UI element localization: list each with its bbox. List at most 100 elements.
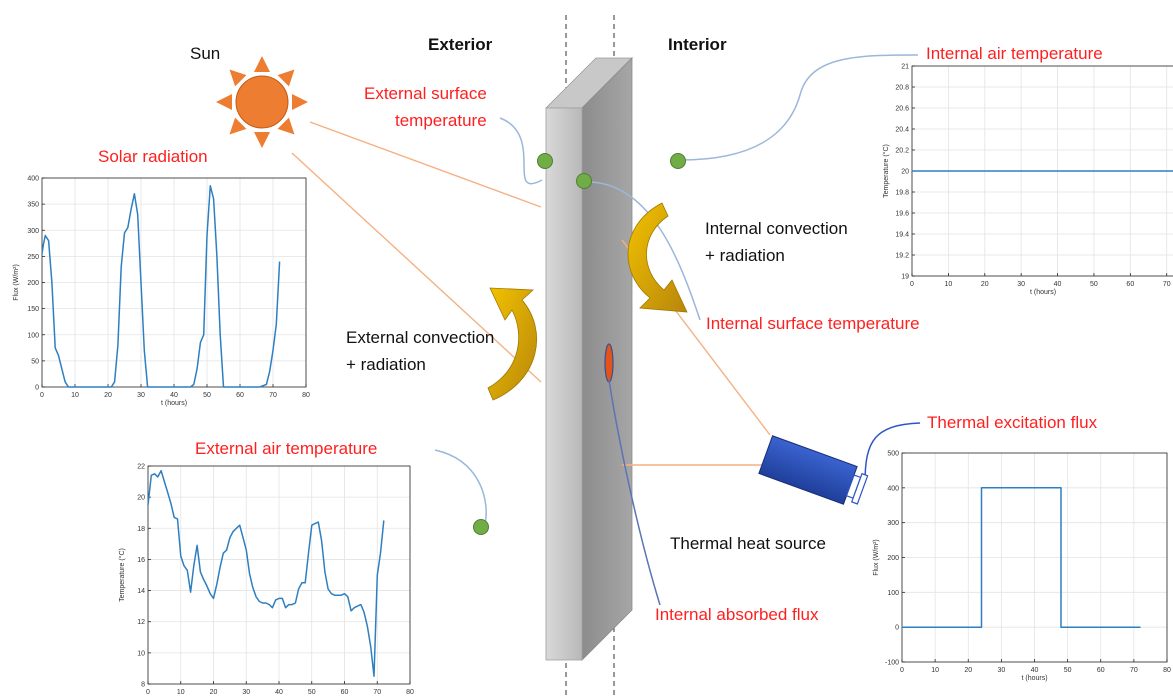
external-surface-temperature-label-line1: External surface xyxy=(364,84,487,103)
leader-internal-air xyxy=(679,54,919,161)
external-air-temperature-label: External air temperature xyxy=(195,439,378,458)
series-line xyxy=(902,487,1141,628)
y-tick-label: 8 xyxy=(141,682,145,689)
sun-ray xyxy=(277,69,295,87)
y-tick-label: 150 xyxy=(27,306,39,313)
leader-external-surface xyxy=(499,117,543,185)
x-tick-label: 30 xyxy=(242,689,250,696)
x-tick-label: 10 xyxy=(944,281,952,288)
internal-air-temperature-plot: 0 10 20 30 40 50 60 70 19 19.2 19.4 19.6 19.8 20 20.2 2… xyxy=(882,64,1173,296)
y-tick-label: 50 xyxy=(31,358,39,365)
x-tick-label: 20 xyxy=(964,667,972,674)
x-tick-label: 80 xyxy=(1163,667,1171,674)
x-tick-label: 70 xyxy=(1130,667,1138,674)
sun-ray xyxy=(292,94,308,110)
y-tick-label: 400 xyxy=(887,485,899,492)
y-tick-label: 300 xyxy=(27,228,39,235)
sun-ray xyxy=(254,132,270,148)
x-tick-label: 60 xyxy=(1126,281,1134,288)
absorbed-flux-spot xyxy=(604,343,614,383)
x-tick-label: 20 xyxy=(104,392,112,399)
y-tick-label: 20.6 xyxy=(895,106,909,113)
x-tick-label: 70 xyxy=(373,689,381,696)
y-axis-label: Temperature (°C) xyxy=(882,144,890,198)
x-tick-label: 40 xyxy=(1054,281,1062,288)
y-tick-label: 19.2 xyxy=(895,253,909,260)
leader-absorbed-flux xyxy=(608,379,661,606)
x-axis-label: t (hours) xyxy=(161,400,187,407)
internal-surface-sensor xyxy=(576,173,592,189)
y-tick-label: 20.2 xyxy=(895,148,909,155)
y-tick-label: 200 xyxy=(887,555,899,562)
y-tick-label: 20.4 xyxy=(895,127,909,134)
y-tick-label: 12 xyxy=(137,619,145,626)
interior-label: Interior xyxy=(668,35,727,54)
y-tick-label: 250 xyxy=(27,254,39,261)
x-tick-label: 30 xyxy=(1017,281,1025,288)
internal-convection-label-line2: + radiation xyxy=(705,246,785,265)
x-tick-label: 60 xyxy=(236,392,244,399)
x-tick-label: 10 xyxy=(177,689,185,696)
y-tick-label: 14 xyxy=(137,588,145,595)
leader-internal-surface xyxy=(584,181,701,321)
wall-front-face xyxy=(545,107,583,661)
sun-ray xyxy=(229,69,247,87)
x-tick-label: 0 xyxy=(910,281,914,288)
x-tick-label: 40 xyxy=(170,392,178,399)
x-tick-label: 40 xyxy=(275,689,283,696)
sun-ray xyxy=(254,56,270,72)
x-tick-label: 0 xyxy=(900,667,904,674)
external-convection-label-line2: + radiation xyxy=(346,355,426,374)
x-tick-label: 70 xyxy=(269,392,277,399)
y-tick-label: 20.8 xyxy=(895,85,909,92)
external-surface-sensor xyxy=(537,153,553,169)
sun-ray xyxy=(216,94,232,110)
x-tick-label: 50 xyxy=(1064,667,1072,674)
internal-convection-arrow-icon xyxy=(627,202,688,313)
thermal-excitation-flux-label: Thermal excitation flux xyxy=(927,413,1098,432)
x-tick-label: 0 xyxy=(146,689,150,696)
y-tick-label: 20 xyxy=(901,169,909,176)
leader-external-air xyxy=(434,449,487,526)
y-tick-label: 350 xyxy=(27,202,39,209)
x-tick-label: 40 xyxy=(1031,667,1039,674)
x-tick-label: 30 xyxy=(137,392,145,399)
y-tick-label: 10 xyxy=(137,650,145,657)
sun-ray xyxy=(277,117,295,135)
solar-radiation-plot: 0 10 20 30 40 50 60 70 80 0 50 100 150 200 250 300 350 40… xyxy=(13,176,310,408)
x-tick-label: 20 xyxy=(210,689,218,696)
y-tick-label: 18 xyxy=(137,526,145,533)
x-tick-label: 10 xyxy=(71,392,79,399)
solar-ray-lower xyxy=(291,152,542,383)
thermal-heat-source-icon xyxy=(758,435,869,505)
series-line xyxy=(147,469,385,677)
external-convection-arrow-icon xyxy=(487,287,537,401)
y-tick-label: 200 xyxy=(27,280,39,287)
x-tick-label: 30 xyxy=(997,667,1005,674)
x-tick-label: 80 xyxy=(302,392,310,399)
sun-disc xyxy=(235,75,289,129)
x-axis-label: t (hours) xyxy=(1030,289,1056,296)
external-air-temperature-plot: 01020304050607080810121416182022t (hours… xyxy=(118,464,414,697)
internal-absorbed-flux-label: Internal absorbed flux xyxy=(655,605,819,624)
x-tick-label: 50 xyxy=(1090,281,1098,288)
y-tick-label: 300 xyxy=(887,520,899,527)
x-tick-label: 50 xyxy=(203,392,211,399)
y-tick-label: 19.4 xyxy=(895,232,909,239)
y-tick-label: 16 xyxy=(137,557,145,564)
external-surface-temperature-label-line2: temperature xyxy=(395,111,487,130)
y-axis-label: Flux (W/m²) xyxy=(13,264,20,301)
y-tick-label: 19.8 xyxy=(895,190,909,197)
sun-label: Sun xyxy=(190,44,221,63)
internal-air-sensor xyxy=(670,153,686,169)
x-tick-label: 70 xyxy=(1163,281,1171,288)
solar-ray-upper xyxy=(309,121,542,208)
x-tick-label: 0 xyxy=(40,392,44,399)
x-tick-label: 60 xyxy=(341,689,349,696)
exterior-label: Exterior xyxy=(428,35,493,54)
y-tick-label: 19 xyxy=(901,274,909,281)
y-tick-label: 500 xyxy=(887,451,899,458)
